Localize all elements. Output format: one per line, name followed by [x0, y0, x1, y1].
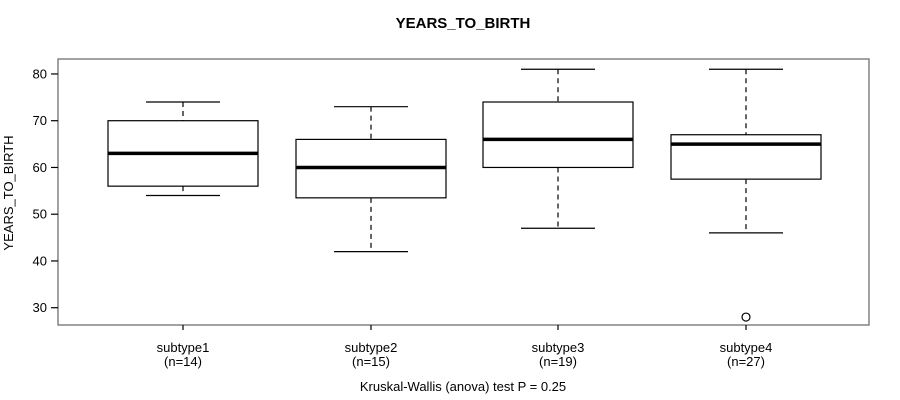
x-category-sublabel: (n=15): [352, 354, 390, 369]
x-category-sublabel: (n=27): [727, 354, 765, 369]
y-axis-label: YEARS_TO_BIRTH: [1, 135, 16, 250]
x-category-sublabel: (n=14): [164, 354, 202, 369]
x-category-label: subtype4: [720, 340, 773, 355]
iqr-box-subtype4: [670, 134, 822, 180]
y-tick-label: 60: [33, 160, 47, 175]
iqr-box-subtype3: [482, 101, 634, 169]
chart-title: YEARS_TO_BIRTH: [396, 15, 531, 32]
x-category-label: subtype3: [532, 340, 585, 355]
y-tick-label: 80: [33, 66, 47, 81]
x-category-label: subtype2: [345, 340, 398, 355]
plot-frame: [57, 58, 870, 326]
outlier-point: [741, 312, 751, 322]
plot-area: 30 40 50 60 70 80 subtype1(n=14) subtype2(n=15)…: [33, 58, 870, 369]
chart-caption: Kruskal-Wallis (anova) test P = 0.25: [360, 379, 566, 394]
x-category-label: subtype1: [157, 340, 210, 355]
y-tick-label: 40: [33, 253, 47, 268]
y-tick-label: 70: [33, 113, 47, 128]
y-tick-label: 50: [33, 207, 47, 222]
y-tick-label: 30: [33, 300, 47, 315]
x-category-sublabel: (n=19): [539, 354, 577, 369]
